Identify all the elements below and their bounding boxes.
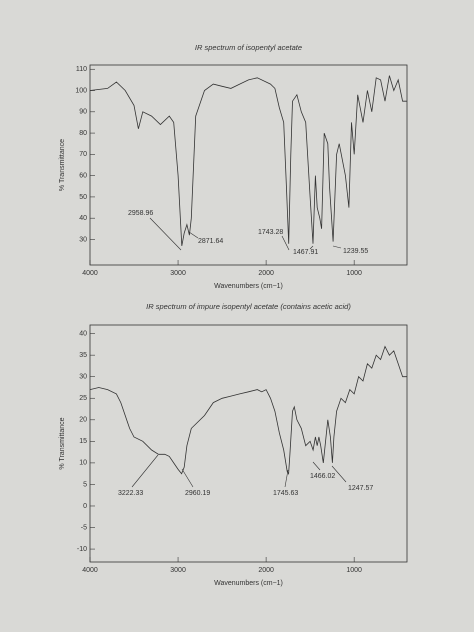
leader-line: [149, 217, 182, 251]
annotation: 1745.63: [273, 490, 298, 497]
y-axis-label: % Transmittance: [59, 139, 66, 191]
x-tick-label: 3000: [170, 270, 186, 277]
y-tick-label: 100: [75, 87, 87, 94]
y-tick-label: 0: [83, 503, 87, 510]
y-tick-label: 15: [79, 438, 87, 445]
x-tick-label: 4000: [82, 270, 98, 277]
leader-line: [331, 465, 347, 483]
annotation: 2958.96: [128, 210, 153, 217]
y-tick-label: 80: [79, 130, 87, 137]
y-tick-label: 5: [83, 481, 87, 488]
y-tick-label: 40: [79, 330, 87, 337]
y-tick-label: 30: [79, 236, 87, 243]
y-tick-label: -5: [81, 524, 87, 531]
x-axis-label: Wavenumbers (cm−1): [214, 580, 283, 587]
y-tick-label: 110: [76, 66, 87, 73]
x-tick-label: 3000: [170, 567, 186, 574]
y-tick-label: 35: [79, 352, 87, 359]
x-tick-label: 1000: [346, 567, 362, 574]
annotation: 1239.55: [343, 248, 368, 255]
annotation: 3222.33: [118, 490, 143, 497]
annotation: 1743.28: [258, 229, 283, 236]
leader-line: [131, 454, 159, 488]
plot-area: [89, 324, 408, 563]
y-tick-label: 30: [79, 374, 87, 381]
leader-line: [181, 468, 194, 488]
chart-title: IR spectrum of impure isopentyl acetate …: [146, 302, 351, 311]
x-tick-label: 4000: [82, 567, 98, 574]
y-tick-label: 10: [79, 460, 87, 467]
x-axis-label: Wavenumbers (cm−1): [214, 283, 283, 290]
annotation: 1467.91: [293, 249, 318, 256]
annotation: 1247.57: [348, 485, 373, 492]
x-tick-label: 2000: [258, 270, 274, 277]
leader-line: [281, 235, 290, 251]
spectrum-line: [89, 75, 407, 246]
y-tick-label: 90: [79, 109, 87, 116]
annotation: 2960.19: [185, 490, 210, 497]
y-tick-label: 70: [79, 151, 87, 158]
y-tick-label: 50: [79, 194, 87, 201]
spectrum-line: [89, 345, 407, 475]
leader-line: [309, 245, 314, 250]
plot-area: [89, 64, 408, 266]
leader-line: [188, 231, 199, 239]
y-tick-label: 25: [79, 395, 87, 402]
y-axis-label: % Transmittance: [59, 417, 66, 469]
annotation: 2871.64: [198, 238, 223, 245]
x-tick-label: 2000: [258, 567, 274, 574]
chart-title: IR spectrum of isopentyl acetate: [195, 43, 302, 52]
y-tick-label: 40: [79, 215, 87, 222]
y-tick-label: 60: [79, 172, 87, 179]
leader-line: [332, 245, 342, 249]
leader-line: [284, 469, 289, 488]
annotation: 1466.02: [310, 473, 335, 480]
x-tick-label: 1000: [346, 270, 362, 277]
y-tick-label: -10: [77, 546, 87, 553]
y-tick-label: 20: [79, 417, 87, 424]
leader-line: [312, 461, 321, 471]
